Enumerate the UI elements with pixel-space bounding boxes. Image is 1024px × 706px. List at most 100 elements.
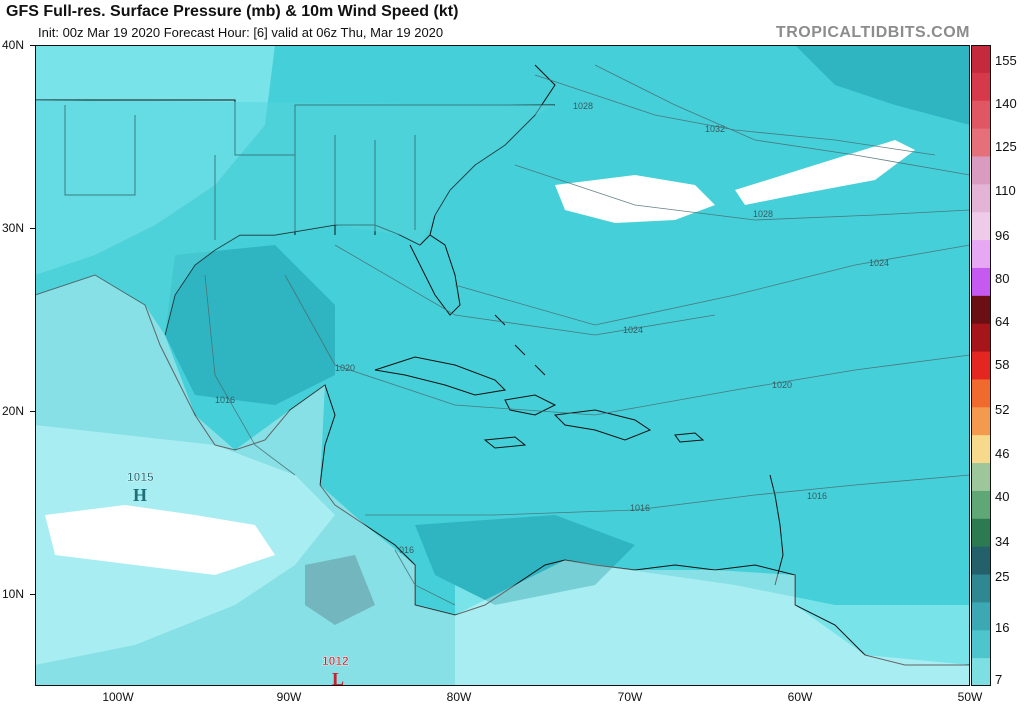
colorbar-swatch xyxy=(971,267,991,297)
lon-label-60w: 60W xyxy=(787,690,813,704)
wind-field-dark-northeast xyxy=(795,45,970,125)
lon-label-100w: 100W xyxy=(102,690,134,704)
isobar-line-1032 xyxy=(594,64,970,176)
calm-zone-atlantic-west xyxy=(555,175,715,223)
lon-label-50w: 50W xyxy=(957,690,983,704)
hispaniola-west xyxy=(504,394,557,416)
high-pressure-marker: 1015 H xyxy=(127,470,154,505)
isobar-label-016: 016 xyxy=(399,545,414,555)
colorbar-swatch xyxy=(971,128,991,157)
mexico-central-america-coast xyxy=(35,274,970,666)
us-land-fill xyxy=(35,100,555,335)
colorbar-swatch xyxy=(971,323,991,353)
isobar-label-1024-west: 1024 xyxy=(623,325,643,335)
isobar-label-1016-caribbean: 1016 xyxy=(630,503,650,513)
wind-field-light-south xyxy=(455,565,970,686)
colorbar-label-64: 64 xyxy=(995,314,1010,329)
colorbar-swatch xyxy=(971,546,991,576)
isobar-line-1024-west xyxy=(334,244,716,336)
puerto-rico xyxy=(674,432,705,443)
colorbar-label-155: 155 xyxy=(995,53,1017,68)
isobar-line-1028-mid xyxy=(514,164,970,221)
colorbar-swatch xyxy=(971,658,991,686)
wind-field-dark-gulf xyxy=(165,245,335,405)
map-title: GFS Full-res. Surface Pressure (mb) & 10… xyxy=(6,3,459,20)
isobar-label-1020-east: 1020 xyxy=(772,380,792,390)
colorbar-label-40: 40 xyxy=(995,489,1010,504)
isobar-line-1024-east xyxy=(454,244,970,326)
colorbar-swatch xyxy=(971,379,991,408)
colorbar-label-16: 16 xyxy=(995,620,1010,635)
isobar-line-1016-gulf xyxy=(204,274,296,476)
calm-zone-pacific xyxy=(45,505,275,575)
wind-field-dark-caribbean xyxy=(415,515,635,605)
cuba-coast xyxy=(374,356,507,396)
lat-tick-40n xyxy=(30,45,35,46)
colorbar-swatch xyxy=(971,100,991,130)
colorbar-swatch xyxy=(971,463,991,492)
high-pressure-symbol: H xyxy=(133,485,147,505)
map-header: GFS Full-res. Surface Pressure (mb) & 10… xyxy=(0,0,1024,44)
colorbar-swatch xyxy=(971,240,991,269)
isobar-lines xyxy=(204,64,970,606)
map-frame xyxy=(35,45,970,686)
isobar-labels: 1028 1032 1028 1024 1024 1020 1020 1016 … xyxy=(215,101,889,555)
colorbar-swatch xyxy=(971,156,991,185)
colorbar-label-125: 125 xyxy=(995,139,1017,154)
colorbar-swatch xyxy=(971,407,991,436)
lat-label-30n: 30N xyxy=(2,221,25,235)
isobar-line-1028-north xyxy=(534,74,936,156)
lon-label-70w: 70W xyxy=(617,690,643,704)
colorbar-swatch xyxy=(971,184,991,213)
colorbar-swatch xyxy=(971,602,991,631)
isobar-label-1016-gulf: 1016 xyxy=(215,395,235,405)
isobar-line-1016-caribbean xyxy=(365,474,970,516)
low-pressure-value: 1012 xyxy=(322,654,349,668)
isobar-label-1028-mid: 1028 xyxy=(753,209,773,219)
colorbar-label-25: 25 xyxy=(995,569,1010,584)
low-pressure-marker: 1012 L xyxy=(322,654,349,686)
colorbar-label-52: 52 xyxy=(995,402,1010,417)
isobar-label-1020-west: 1020 xyxy=(335,363,355,373)
lat-tick-10n xyxy=(30,594,35,595)
colorbar-frame xyxy=(971,45,991,686)
wind-speed-colorbar xyxy=(971,45,991,686)
lon-label-80w: 80W xyxy=(446,690,472,704)
lat-label-20n: 20N xyxy=(2,404,25,418)
isobar-line-1020 xyxy=(284,274,970,416)
colorbar-label-46: 46 xyxy=(995,446,1010,461)
colorbar-swatch xyxy=(971,212,991,241)
colorbar-swatch xyxy=(971,574,991,603)
high-pressure-value: 1015 xyxy=(127,470,154,484)
colorbar-swatch xyxy=(971,45,991,74)
hispaniola-east xyxy=(553,409,652,441)
colorbar-swatch xyxy=(971,295,991,325)
lat-label-10n: 10N xyxy=(2,587,25,601)
calm-zone-atlantic-east xyxy=(735,140,915,205)
colorbar-label-96: 96 xyxy=(995,228,1010,243)
isobar-label-1016-east: 1016 xyxy=(807,491,827,501)
colorbar-swatch xyxy=(971,518,991,548)
isobar-line-016 xyxy=(394,549,456,606)
isobar-label-1032: 1032 xyxy=(705,124,725,134)
lat-label-40n: 40N xyxy=(2,38,25,52)
colorbar-swatch xyxy=(971,490,991,520)
wind-pressure-map: 1028 1032 1028 1024 1024 1020 1020 1016 … xyxy=(35,45,970,686)
latin-america-land-fill xyxy=(35,275,970,686)
lat-tick-30n xyxy=(30,228,35,229)
colorbar-swatch xyxy=(971,72,991,102)
isobar-label-1028-north: 1028 xyxy=(573,101,593,111)
colorbar-label-110: 110 xyxy=(995,183,1016,198)
florida-peninsula xyxy=(409,234,461,316)
colorbar-swatch xyxy=(971,351,991,380)
bahamas xyxy=(494,314,546,376)
colorbar-label-34: 34 xyxy=(995,534,1010,549)
isobar-label-1024-east: 1024 xyxy=(869,258,889,268)
colorbar-label-7: 7 xyxy=(995,672,1003,687)
colorbar-label-80: 80 xyxy=(995,271,1010,286)
lat-tick-20n xyxy=(30,411,35,412)
colorbar-label-140: 140 xyxy=(995,96,1017,111)
colorbar-swatch xyxy=(971,630,991,659)
wind-field-dark-pacific-jet xyxy=(305,555,375,625)
low-pressure-symbol: L xyxy=(332,669,344,686)
